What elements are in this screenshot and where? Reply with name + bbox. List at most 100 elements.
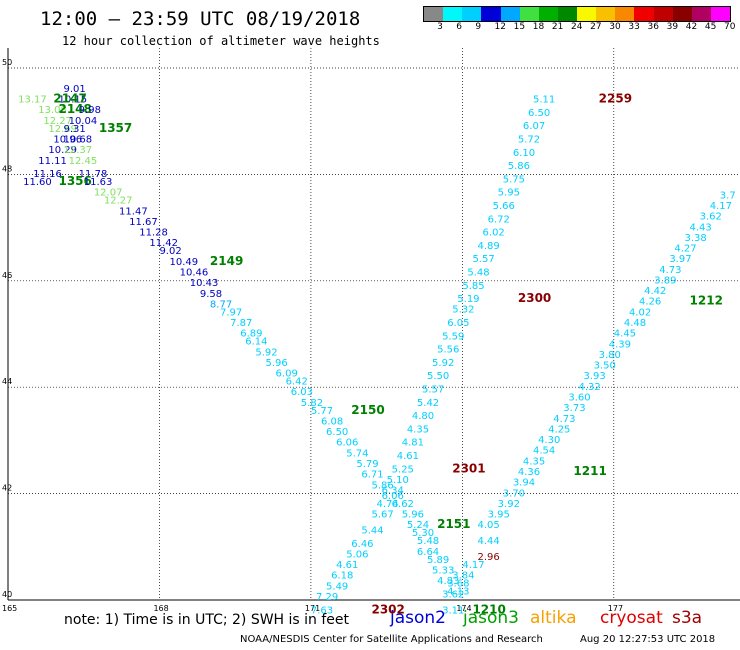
- pass-time-label: 2300: [518, 291, 551, 305]
- wave-height-value: 2.96: [477, 552, 499, 563]
- wave-height-value: 13.08: [38, 105, 67, 116]
- wave-height-value: 3.84: [452, 571, 474, 582]
- colorbar-swatch: [710, 7, 730, 21]
- colorbar-label: 42: [685, 22, 698, 32]
- wave-height-value: 11.60: [23, 177, 52, 188]
- latitude-tick-label: 46: [2, 271, 12, 280]
- colorbar-label: 24: [571, 22, 583, 32]
- wave-height-value: 3.38: [684, 233, 706, 244]
- colorbar-swatch: [424, 7, 444, 21]
- wave-height-value: 5.33: [432, 565, 454, 576]
- wave-height-value: 3.11: [442, 605, 464, 616]
- footer-note: note: 1) Time is in UTC; 2) SWH is in fe…: [64, 612, 350, 628]
- colorbar-label: 18: [532, 22, 545, 32]
- wave-height-value: 6.64: [417, 547, 439, 558]
- wave-height-value: 5.67: [371, 510, 393, 521]
- wave-height-colorbar: [423, 6, 731, 22]
- wave-height-value: 3.80: [599, 350, 621, 361]
- colorbar-label: 36: [647, 22, 659, 32]
- wave-height-value: 3.93: [584, 371, 606, 382]
- wave-height-value: 5.11: [533, 95, 555, 106]
- satellite-legend-cryosat: cryosat: [600, 608, 663, 628]
- wave-height-value: 10.15: [58, 95, 87, 106]
- wave-height-value: 5.92: [432, 358, 454, 369]
- wave-height-value: 11.16: [33, 169, 62, 180]
- wave-height-value: 10.96: [53, 134, 82, 145]
- wave-height-value: 11.11: [38, 156, 67, 167]
- wave-height-value: 5.72: [518, 134, 540, 145]
- wave-height-value: 12.69: [48, 124, 77, 135]
- wave-height-value: 5.96: [265, 358, 287, 369]
- wave-height-value: 6.08: [321, 416, 343, 427]
- wave-height-value: 11.63: [84, 177, 113, 188]
- wave-height-value: 3.73: [563, 403, 585, 414]
- wave-height-value: 4.26: [639, 297, 661, 308]
- wave-height-value: 12.27: [43, 116, 72, 127]
- pass-time-label: 2259: [599, 92, 632, 106]
- wave-height-value: 12.27: [104, 196, 133, 207]
- wave-height-value: 5.24: [407, 520, 429, 531]
- wave-height-value: 3.94: [513, 478, 535, 489]
- longitude-tick-label: 171: [305, 604, 320, 613]
- wave-height-value: 5.89: [427, 555, 449, 566]
- wave-height-value: 6.72: [488, 214, 510, 225]
- latitude-tick-label: 50: [2, 58, 12, 67]
- colorbar-swatch: [557, 7, 577, 21]
- colorbar-swatch: [519, 7, 539, 21]
- wave-height-value: 4.54: [533, 446, 555, 457]
- colorbar-swatch: [691, 7, 711, 21]
- wave-height-value: 3.68: [447, 579, 469, 590]
- wave-height-value: 6.46: [351, 539, 373, 550]
- wave-height-value: 6.34: [382, 486, 404, 497]
- wave-height-value: 5.10: [387, 475, 409, 486]
- wave-height-value: 12.45: [69, 156, 98, 167]
- colorbar-swatch: [634, 7, 654, 21]
- wave-height-value: 5.79: [356, 459, 378, 470]
- wave-height-value: 4.25: [548, 424, 570, 435]
- wave-height-value: 10.49: [170, 257, 199, 268]
- wave-height-value: 4.45: [614, 329, 636, 340]
- wave-height-value: 6.14: [245, 337, 267, 348]
- colorbar-swatch: [443, 7, 463, 21]
- colorbar-label: 3: [437, 22, 443, 32]
- wave-height-value: 3.70: [503, 488, 525, 499]
- colorbar-label: 33: [628, 22, 640, 32]
- wave-height-value: 7.87: [230, 318, 252, 329]
- axis-tick-labels: 165 168 171 174 177 50 48 46 44 42 40: [2, 58, 623, 613]
- wave-height-value: 4.61: [397, 451, 419, 462]
- pass-time-label: 2148: [58, 102, 91, 116]
- wave-height-value: 6.06: [336, 438, 358, 449]
- wave-height-value: 6.18: [331, 571, 353, 582]
- wave-height-value: 5.25: [392, 464, 414, 475]
- wave-height-value: 9.31: [64, 124, 86, 135]
- wave-height-value: 5.59: [442, 331, 464, 342]
- wave-height-value: 5.30: [412, 528, 434, 539]
- wave-height-value: 4.17: [462, 560, 484, 571]
- pass-time-label: 1356: [58, 174, 91, 188]
- wave-height-value: 5.86: [508, 161, 530, 172]
- wave-height-value: 4.35: [523, 456, 545, 467]
- wave-height-value: 6.05: [447, 318, 469, 329]
- wave-height-value: 4.39: [609, 339, 631, 350]
- wave-height-value: 5.77: [311, 406, 333, 417]
- wave-height-value: 4.32: [578, 382, 600, 393]
- wave-height-value: 11.78: [79, 169, 108, 180]
- pass-time-label: 2147: [53, 92, 86, 106]
- wave-height-value: 5.48: [417, 536, 439, 547]
- wave-height-value: 4.30: [538, 435, 560, 446]
- pass-time-label: 1357: [99, 121, 132, 135]
- wave-height-value: 5.06: [346, 549, 368, 560]
- wave-height-value: 4.73: [553, 414, 575, 425]
- latitude-tick-label: 44: [2, 377, 12, 386]
- colorbar-swatch: [500, 7, 520, 21]
- wave-height-value: 3.97: [669, 254, 691, 265]
- wave-height-value: 4.43: [690, 222, 712, 233]
- satellite-legend-jason3: jason3: [463, 608, 519, 628]
- wave-height-value: 5.44: [361, 526, 383, 537]
- wave-height-value: 4.80: [412, 411, 434, 422]
- colorbar-label: 21: [551, 22, 564, 32]
- colorbar-label: 70: [724, 22, 736, 32]
- wave-height-value: 3.62: [700, 212, 722, 223]
- wave-height-value: 6.03: [291, 387, 313, 398]
